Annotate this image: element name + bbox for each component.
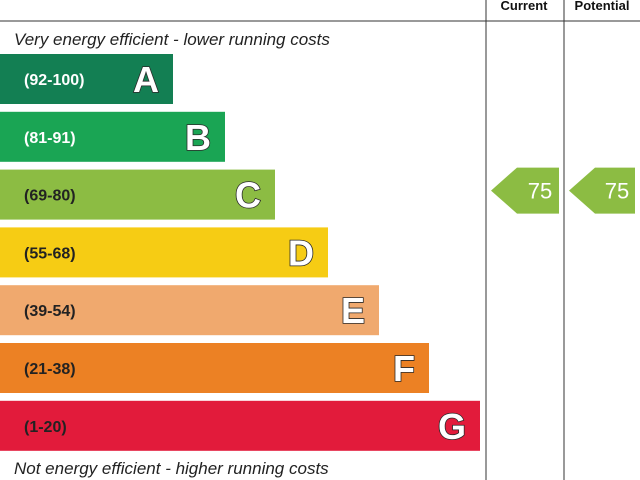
band-c-bar [0,169,275,220]
band-d-range: (55-68) [24,245,76,262]
band-b-bar [0,111,225,162]
band-f: (21-38) F [0,343,429,393]
bottom-caption: Not energy efficient - higher running co… [14,459,329,478]
band-b-letter: B [185,117,211,158]
current-rating-arrow-shape [491,167,559,214]
current-rating-arrow: 75 [491,167,559,214]
band-a-range: (92-100) [24,72,84,89]
band-e-letter: E [341,290,365,331]
current-rating-arrow-value: 75 [528,179,552,204]
band-c: (69-80) C [0,169,275,220]
band-g-bar [0,400,480,451]
potential-column-header: Potential [575,0,630,13]
potential-rating-arrow-shape [569,167,635,214]
band-e-bar [0,285,379,336]
band-d-letter: D [288,232,314,273]
rating-arrows: 75 75 [491,167,635,214]
band-f-range: (21-38) [24,361,76,378]
band-d: (55-68) D [0,227,328,278]
band-b-range: (81-91) [24,130,76,147]
potential-rating-arrow-value: 75 [605,179,629,204]
band-c-range: (69-80) [24,188,76,205]
rating-bands: (92-100) A (81-91) B (69-80) C (55-68) D (39-54)… [0,54,480,451]
band-g-range: (1-20) [24,419,67,436]
band-d-bar [0,227,328,278]
potential-rating-arrow: 75 [569,167,635,214]
band-a: (92-100) A [0,54,173,104]
band-g: (1-20) G [0,400,480,451]
band-c-letter: C [235,175,261,216]
band-e: (39-54) E [0,285,379,336]
band-b: (81-91) B [0,111,225,162]
band-f-letter: F [393,348,415,389]
band-f-bar [0,343,429,393]
band-e-range: (39-54) [24,303,76,320]
band-a-bar [0,54,173,104]
band-a-letter: A [133,59,159,100]
band-g-letter: G [438,406,466,447]
current-column-header: Current [501,0,549,13]
top-caption: Very energy efficient - lower running co… [14,30,330,49]
